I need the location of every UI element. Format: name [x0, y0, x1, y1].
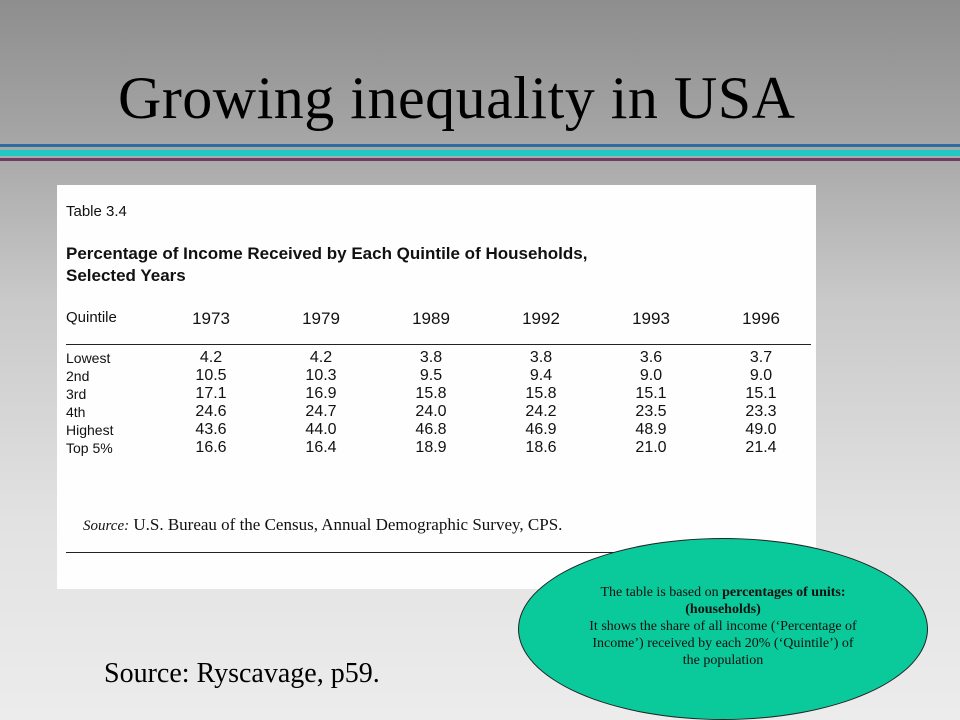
scanned-table-image: Table 3.4 Percentage of Income Received …: [57, 185, 816, 589]
table-cell: 15.8: [525, 385, 557, 402]
table-cell: 24.6: [195, 403, 227, 420]
table-cell: 4.2: [199, 349, 223, 366]
table-cell: 3.7: [749, 349, 773, 366]
table-cell: 18.6: [525, 439, 557, 456]
row-label: Top 5%: [66, 440, 113, 456]
table-cell: 23.3: [745, 403, 777, 420]
table-cell: 24.0: [415, 403, 447, 420]
source-text: U.S. Bureau of the Census, Annual Demogr…: [133, 515, 563, 534]
row-label: 3rd: [66, 386, 87, 402]
table-cell: 24.2: [525, 403, 557, 420]
table-cell: 44.0: [305, 421, 337, 438]
table-cell: 21.0: [635, 439, 667, 456]
slide-source-caption: Source: Ryscavage, p59.: [104, 658, 380, 689]
column-header-quintile: Quintile: [66, 309, 117, 326]
explanation-callout-ellipse: The table is based on percentages of uni…: [518, 538, 928, 720]
table-cell: 16.4: [305, 439, 337, 456]
table-cell: 15.1: [745, 385, 777, 402]
row-label: 2nd: [66, 368, 90, 384]
title-divider-middle: [0, 150, 960, 156]
table-cell: 3.8: [529, 349, 553, 366]
table-bottom-rule: [66, 552, 811, 553]
row-label: Highest: [66, 422, 114, 438]
column-header-year: 1989: [412, 309, 450, 328]
table-cell: 43.6: [195, 421, 227, 438]
callout-line2: It shows the share of all income (‘Perce…: [589, 618, 857, 668]
column-header-year: 1992: [522, 309, 560, 328]
table-number: Table 3.4: [66, 203, 127, 220]
callout-line1-plain: The table is based on: [600, 584, 723, 600]
table-row: 4th 24.6 24.7 24.0 24.2 23.5 23.3: [66, 403, 816, 421]
table-cell: 48.9: [635, 421, 667, 438]
table-cell: 9.4: [529, 367, 553, 384]
table-cell: 9.0: [639, 367, 663, 384]
table-cell: 49.0: [745, 421, 777, 438]
table-cell: 15.8: [415, 385, 447, 402]
table-cell: 16.9: [305, 385, 337, 402]
table-cell: 16.6: [195, 439, 227, 456]
table-title-line2: Selected Years: [66, 266, 186, 285]
table-cell: 3.6: [639, 349, 663, 366]
table-row: Highest 43.6 44.0 46.8 46.9 48.9 49.0: [66, 421, 816, 439]
table-cell: 4.2: [309, 349, 333, 366]
table-header-rule: [66, 344, 811, 345]
income-quintile-table: Quintile 1973 1979 1989 1992 1993 1996 L…: [66, 309, 816, 457]
table-title-line1: Percentage of Income Received by Each Qu…: [66, 244, 588, 263]
table-title: Percentage of Income Received by Each Qu…: [66, 243, 587, 287]
table-row: Top 5% 16.6 16.4 18.9 18.6 21.0 21.4: [66, 439, 816, 457]
table-cell: 10.3: [305, 367, 337, 384]
table-header-row: Quintile 1973 1979 1989 1992 1993 1996: [66, 309, 816, 335]
column-header-year: 1979: [302, 309, 340, 328]
table-cell: 9.5: [419, 367, 443, 384]
table-row: 2nd 10.5 10.3 9.5 9.4 9.0 9.0: [66, 367, 816, 385]
source-label: Source:: [83, 518, 130, 534]
table-cell: 24.7: [305, 403, 337, 420]
table-cell: 15.1: [635, 385, 667, 402]
table-cell: 21.4: [745, 439, 777, 456]
title-divider-bottom: [0, 158, 960, 161]
column-header-year: 1993: [632, 309, 670, 328]
table-source-note: Source: U.S. Bureau of the Census, Annua…: [83, 515, 562, 535]
table-cell: 10.5: [195, 367, 227, 384]
table-cell: 46.9: [525, 421, 557, 438]
table-row: 3rd 17.1 16.9 15.8 15.8 15.1 15.1: [66, 385, 816, 403]
table-cell: 18.9: [415, 439, 447, 456]
title-divider-top: [0, 144, 960, 147]
callout-text: The table is based on percentages of uni…: [588, 584, 858, 669]
table-row: Lowest 4.2 4.2 3.8 3.8 3.6 3.7: [66, 349, 816, 367]
table-cell: 46.8: [415, 421, 447, 438]
table-cell: 17.1: [195, 385, 227, 402]
table-cell: 3.8: [419, 349, 443, 366]
slide-title: Growing inequality in USA: [118, 65, 796, 131]
column-header-year: 1996: [742, 309, 780, 328]
table-cell: 9.0: [749, 367, 773, 384]
row-label: 4th: [66, 404, 86, 420]
callout-line1-bold: percentages of units: (households): [685, 584, 846, 617]
table-cell: 23.5: [635, 403, 667, 420]
column-header-year: 1973: [192, 309, 230, 328]
row-label: Lowest: [66, 350, 111, 366]
